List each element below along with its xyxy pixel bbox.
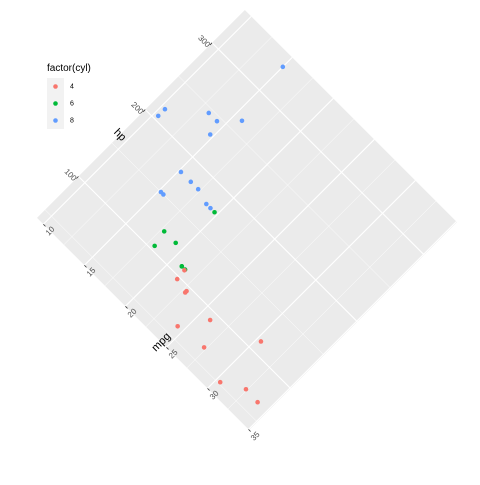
- data-point-cyl-8: [214, 118, 220, 124]
- data-point-cyl-4: [174, 276, 180, 282]
- data-point-cyl-4: [217, 379, 223, 385]
- y-major-gridline: [144, 109, 358, 323]
- data-point-cyl-4: [182, 267, 187, 273]
- data-point-cyl-6: [161, 229, 167, 234]
- x-minor-gridline: [63, 36, 272, 245]
- y-minor-gridline: [178, 76, 391, 289]
- legend-key-4: [53, 84, 58, 89]
- data-point-cyl-4: [175, 323, 180, 329]
- y-major-gridline: [78, 175, 292, 389]
- x-tick-mark: [43, 223, 46, 227]
- legend-label-6: 6: [70, 100, 74, 107]
- legend-label-8: 8: [70, 117, 74, 124]
- x-tick-mark: [248, 429, 251, 432]
- x-tick-mark: [84, 264, 87, 268]
- data-point-cyl-8: [158, 189, 164, 195]
- y-tick-mark: [76, 176, 79, 179]
- legend-title: factor(cyl): [47, 63, 91, 74]
- data-point-cyl-8: [155, 113, 161, 119]
- x-major-gridline: [42, 15, 252, 225]
- data-point-cyl-4: [258, 339, 264, 344]
- data-point-cyl-4: [243, 386, 249, 392]
- x-tick-label: 35: [249, 429, 262, 442]
- panel-background: [36, 9, 458, 431]
- data-point-cyl-6: [152, 243, 157, 249]
- data-point-cyl-8: [195, 186, 201, 192]
- data-point-cyl-6: [179, 264, 185, 269]
- y-major-gridline: [211, 42, 425, 256]
- data-point-cyl-8: [207, 132, 213, 137]
- data-point-cyl-4: [184, 288, 189, 294]
- data-point-cyl-6: [173, 240, 179, 246]
- y-minor-gridline: [111, 142, 325, 356]
- x-minor-gridline: [186, 159, 396, 369]
- data-point-cyl-8: [178, 169, 184, 175]
- data-point-cyl-8: [204, 201, 209, 207]
- x-minor-gridline: [145, 118, 354, 327]
- data-point-cyl-8: [206, 110, 212, 116]
- legend-key-8: [53, 118, 58, 123]
- legend: factor(cyl) 4 6 8: [47, 63, 91, 129]
- data-point-cyl-8: [280, 64, 286, 70]
- x-major-gridline: [83, 56, 293, 266]
- x-major-gridline: [248, 221, 457, 430]
- x-tick-mark: [166, 347, 169, 350]
- plot-panel: [36, 9, 458, 431]
- data-point-cyl-8: [239, 118, 245, 124]
- x-tick-mark: [125, 306, 128, 309]
- x-major-gridline: [207, 180, 416, 389]
- y-tick-mark: [142, 109, 146, 112]
- x-major-gridline: [125, 98, 334, 307]
- x-tick-mark: [207, 388, 210, 391]
- data-point-cyl-8: [208, 205, 213, 211]
- legend-key-6: [53, 101, 58, 106]
- data-point-cyl-4: [201, 345, 207, 350]
- data-points: [152, 64, 286, 405]
- data-point-cyl-8: [162, 106, 168, 112]
- x-minor-gridline: [104, 77, 313, 286]
- y-tick-mark: [209, 42, 213, 46]
- x-major-gridline: [166, 139, 375, 348]
- y-minor-gridline: [44, 209, 258, 423]
- data-point-cyl-4: [207, 317, 213, 323]
- data-point-cyl-4: [255, 399, 260, 405]
- data-point-cyl-6: [212, 209, 217, 215]
- legend-label-4: 4: [70, 83, 74, 90]
- x-minor-gridline: [227, 200, 437, 410]
- data-point-cyl-8: [188, 179, 194, 185]
